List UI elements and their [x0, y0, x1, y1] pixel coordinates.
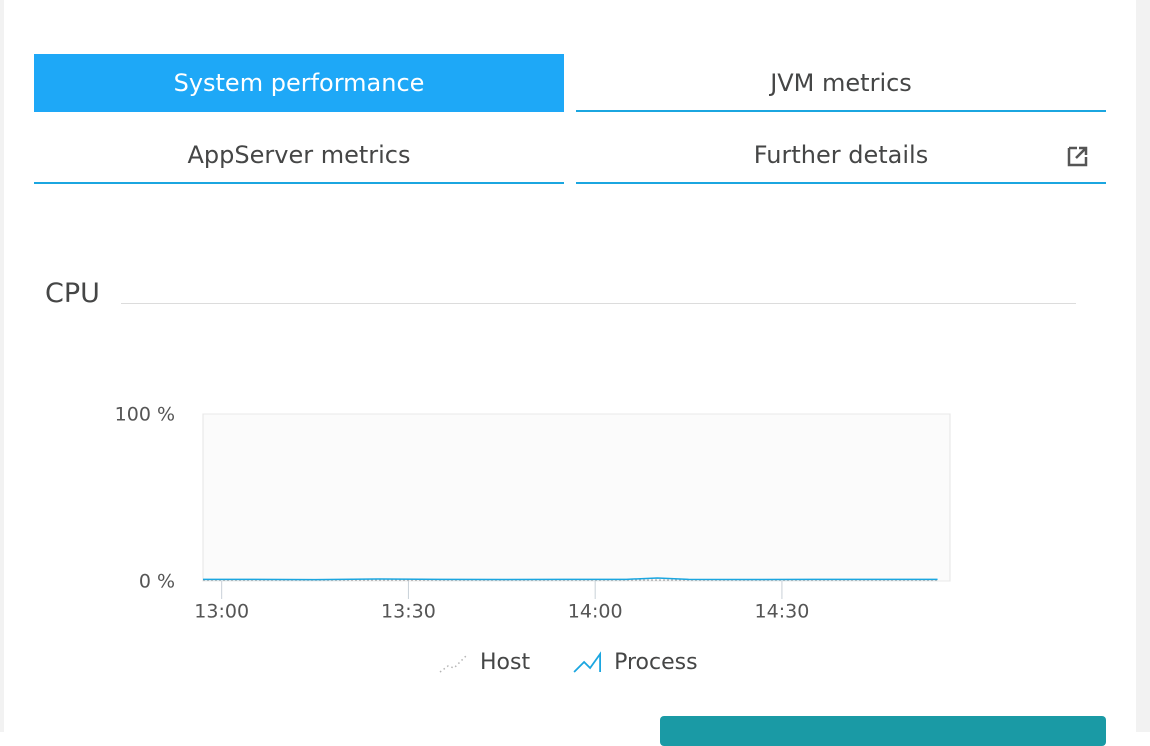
section-rule	[121, 303, 1076, 304]
chart: 0 % 100 % 13:00 13:30 14:00 14:30 Host Process	[115, 404, 951, 675]
x-tick-label: 13:30	[381, 601, 436, 623]
y-tick-label: 0 %	[139, 571, 175, 593]
tab[interactable]: Further details	[576, 126, 1106, 184]
external-link-icon	[1067, 146, 1088, 167]
left-edge	[0, 0, 4, 732]
legend-label: Host	[480, 650, 530, 675]
tab[interactable]: JVM metrics	[576, 54, 1106, 112]
legend-icon	[439, 655, 467, 673]
x-tick-label: 14:00	[568, 601, 623, 623]
x-tick-label: 14:30	[755, 601, 810, 623]
section-title: CPU	[45, 278, 100, 309]
legend-item[interactable]: Host	[439, 650, 530, 675]
tab-label: JVM metrics	[770, 69, 912, 97]
tab-label: AppServer metrics	[187, 141, 411, 169]
tab[interactable]: System performance	[34, 54, 564, 112]
legend-label: Process	[614, 650, 697, 675]
action-button[interactable]	[660, 716, 1106, 746]
plot-area	[202, 413, 951, 582]
legend-icon	[573, 651, 601, 673]
tab-label: System performance	[173, 69, 425, 97]
x-tick-label: 13:00	[194, 601, 249, 623]
tab-label: Further details	[753, 141, 929, 169]
series-line	[203, 577, 938, 581]
scrollbar	[1136, 0, 1150, 732]
y-tick-label: 100 %	[115, 404, 175, 426]
legend-item[interactable]: Process	[573, 650, 698, 675]
tab[interactable]: AppServer metrics	[34, 126, 564, 184]
